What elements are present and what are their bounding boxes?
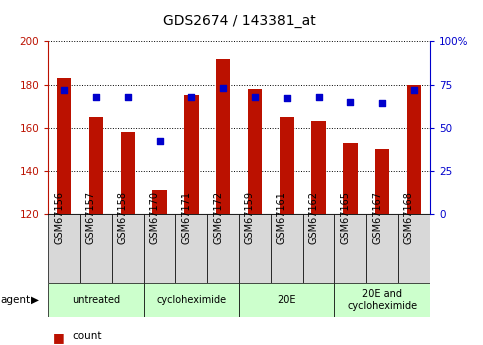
Point <box>410 87 418 92</box>
Text: ■: ■ <box>53 331 65 344</box>
Text: untreated: untreated <box>72 295 120 305</box>
Text: GSM67159: GSM67159 <box>245 191 255 244</box>
Bar <box>112 214 144 283</box>
Bar <box>144 283 239 317</box>
Point <box>156 139 163 144</box>
Text: GSM67167: GSM67167 <box>372 191 382 244</box>
Text: count: count <box>72 331 102 341</box>
Text: GSM67171: GSM67171 <box>182 191 191 244</box>
Text: GSM67162: GSM67162 <box>309 191 319 244</box>
Bar <box>303 214 335 283</box>
Text: GSM67156: GSM67156 <box>54 191 64 244</box>
Text: agent: agent <box>0 295 30 305</box>
Point <box>219 85 227 91</box>
Point <box>124 94 132 99</box>
Text: cycloheximide: cycloheximide <box>156 295 227 305</box>
Bar <box>366 214 398 283</box>
Bar <box>239 283 334 317</box>
Point <box>60 87 68 92</box>
Bar <box>335 283 430 317</box>
Bar <box>80 214 112 283</box>
Bar <box>280 117 294 214</box>
Bar <box>57 78 71 214</box>
Bar <box>271 214 303 283</box>
Text: ▶: ▶ <box>31 295 40 305</box>
Text: GSM67170: GSM67170 <box>150 191 159 244</box>
Text: GSM67158: GSM67158 <box>118 191 128 244</box>
Bar <box>48 283 144 317</box>
Point <box>346 99 354 105</box>
Bar <box>175 214 207 283</box>
Bar <box>407 85 421 214</box>
Bar <box>121 132 135 214</box>
Bar <box>216 59 230 214</box>
Bar <box>207 214 239 283</box>
Bar <box>375 149 389 214</box>
Bar <box>239 214 271 283</box>
Bar <box>89 117 103 214</box>
Point <box>283 96 291 101</box>
Point <box>92 94 100 99</box>
Bar <box>48 214 80 283</box>
Text: GSM67172: GSM67172 <box>213 191 223 244</box>
Bar <box>398 214 430 283</box>
Point <box>315 94 323 99</box>
Text: 20E and
cycloheximide: 20E and cycloheximide <box>347 289 417 311</box>
Text: GSM67165: GSM67165 <box>341 191 350 244</box>
Bar <box>343 143 357 214</box>
Bar <box>184 95 199 214</box>
Bar <box>153 190 167 214</box>
Bar <box>312 121 326 214</box>
Text: GSM67161: GSM67161 <box>277 191 287 244</box>
Bar <box>335 214 366 283</box>
Point <box>378 101 386 106</box>
Point <box>251 94 259 99</box>
Text: GSM67168: GSM67168 <box>404 191 414 244</box>
Text: 20E: 20E <box>278 295 296 305</box>
Bar <box>144 214 175 283</box>
Text: GSM67157: GSM67157 <box>86 191 96 244</box>
Bar <box>248 89 262 214</box>
Point <box>187 94 195 99</box>
Text: GDS2674 / 143381_at: GDS2674 / 143381_at <box>163 13 315 28</box>
